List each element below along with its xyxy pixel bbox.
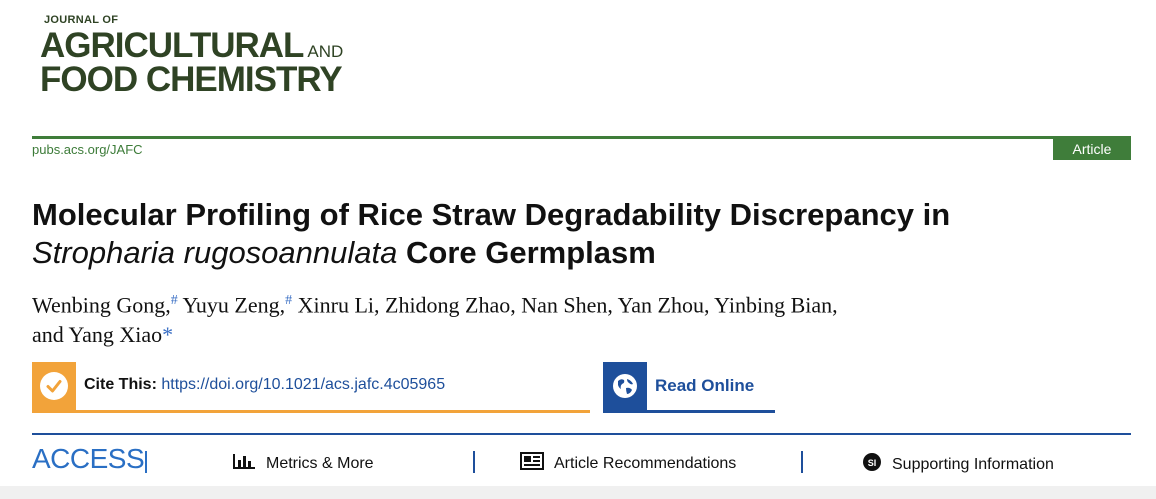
newspaper-icon xyxy=(520,452,544,475)
read-online-button[interactable]: Read Online xyxy=(603,362,775,413)
access-label: ACCESS xyxy=(32,443,145,474)
author-list: Wenbing Gong,# Yuyu Zeng,# Xinru Li, Zhi… xyxy=(32,292,838,348)
tab-article-recommendations[interactable]: Article Recommendations xyxy=(520,452,736,475)
page-bottom-strip xyxy=(0,486,1156,499)
tab-metrics-more[interactable]: Metrics & More xyxy=(232,452,374,475)
globe-icon xyxy=(603,362,647,410)
si-badge-icon: SI xyxy=(862,452,882,477)
journal-logo-and: AND xyxy=(307,42,344,61)
corresponding-author-mark[interactable]: * xyxy=(162,322,174,348)
tab-supporting-information[interactable]: SI Supporting Information xyxy=(862,452,1054,477)
header-rule xyxy=(32,136,1131,139)
doi-link[interactable]: https://doi.org/10.1021/acs.jafc.4c05965 xyxy=(161,376,446,393)
article-type-badge: Article xyxy=(1053,139,1131,160)
article-title: Molecular Profiling of Rice Straw Degrad… xyxy=(32,197,951,270)
access-divider xyxy=(145,451,147,473)
tab-divider xyxy=(801,451,803,473)
journal-logo-line-2: FOOD CHEMISTRY xyxy=(40,60,343,99)
checkmark-icon xyxy=(32,362,76,410)
title-species-name: Stropharia rugosoannulata xyxy=(32,235,398,270)
equal-contribution-mark[interactable]: # xyxy=(285,293,293,308)
equal-contribution-mark[interactable]: # xyxy=(170,293,178,308)
journal-logo-line-1: AGRICULTURAL AND xyxy=(40,26,344,65)
access-rule xyxy=(32,433,1131,435)
bar-chart-icon xyxy=(232,452,256,475)
tab-divider xyxy=(473,451,475,473)
journal-logo-top: JOURNAL OF xyxy=(44,14,119,26)
svg-text:SI: SI xyxy=(868,458,877,468)
cite-label: Cite This: xyxy=(84,376,157,393)
journal-site-link[interactable]: pubs.acs.org/JAFC xyxy=(32,142,143,157)
read-online-label: Read Online xyxy=(655,376,755,395)
cite-this-box: Cite This: https://doi.org/10.1021/acs.j… xyxy=(32,362,590,413)
